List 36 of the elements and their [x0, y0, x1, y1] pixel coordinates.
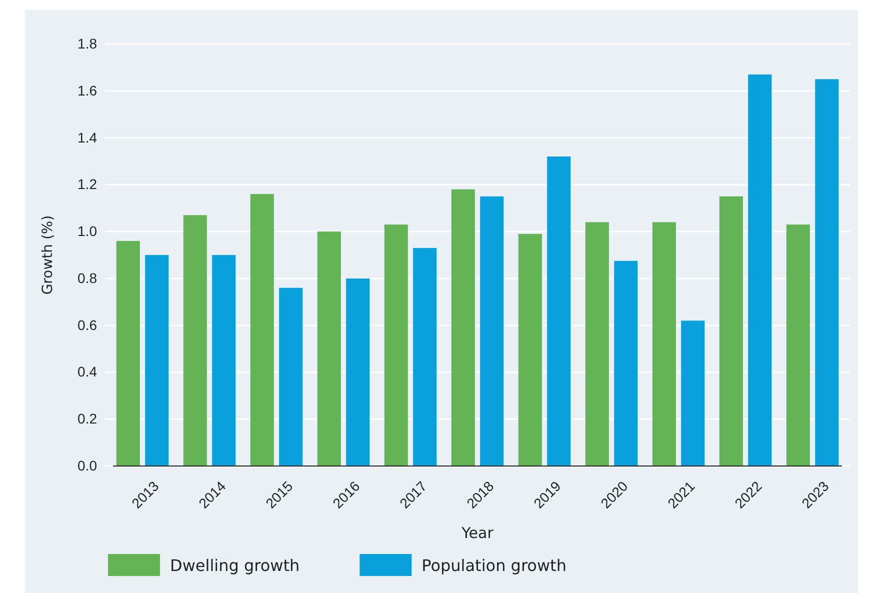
bar [585, 222, 609, 466]
bar [413, 248, 437, 466]
bar [346, 278, 370, 466]
y-tick-label: 1.6 [78, 82, 98, 98]
bar [518, 234, 542, 466]
legend-label: Dwelling growth [170, 556, 300, 575]
y-tick-label: 1.0 [78, 223, 98, 240]
bar [614, 260, 638, 466]
y-axis-title: Growth (%) [40, 215, 56, 295]
y-tick-label: 0.6 [78, 316, 98, 333]
bar [116, 240, 140, 466]
bar [183, 215, 207, 466]
bar [547, 156, 571, 466]
y-tick-label: 0.4 [78, 364, 98, 380]
y-tick-label: 0.8 [78, 270, 98, 286]
bar [681, 320, 705, 466]
bar [250, 194, 274, 466]
bar [317, 232, 341, 466]
y-tick-label: 1.8 [78, 35, 98, 52]
legend-label: Population growth [422, 556, 566, 575]
y-tick-label: 1.4 [78, 129, 98, 146]
y-tick-label: 0.2 [78, 410, 98, 427]
bar [652, 222, 676, 466]
y-tick-label: 0.0 [78, 457, 98, 474]
bar [815, 79, 839, 466]
y-tick-label: 1.2 [78, 176, 98, 192]
bar [145, 255, 169, 466]
bar [719, 196, 743, 466]
bar [279, 288, 303, 466]
bar [212, 255, 236, 466]
bar [748, 74, 772, 466]
bar [451, 189, 475, 466]
bar [786, 224, 810, 466]
bar [384, 224, 408, 466]
x-axis-title: Year [460, 524, 494, 542]
bar [480, 196, 504, 466]
